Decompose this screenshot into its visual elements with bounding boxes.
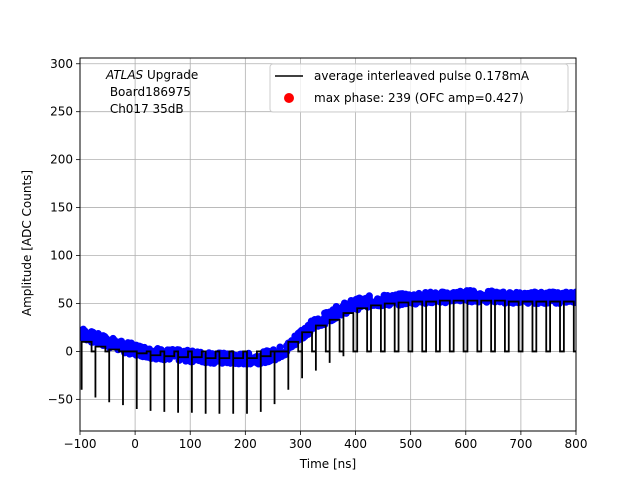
board-label: Board186975 xyxy=(106,85,191,99)
y-tick-label: 150 xyxy=(50,201,73,215)
y-tick-label: 50 xyxy=(58,296,73,310)
y-tick-label: −50 xyxy=(48,392,73,406)
legend-box xyxy=(269,63,569,113)
legend: average interleaved pulse 0.178mA max ph… xyxy=(269,63,569,113)
annotation-line-1: ATLAS Upgrade xyxy=(105,68,198,82)
x-tick-label: 400 xyxy=(344,437,367,451)
channel-label: Ch017 35dB xyxy=(106,102,184,116)
y-axis-label: Amplitude [ADC Counts] xyxy=(20,170,34,316)
scatter-point xyxy=(365,292,373,300)
atlas-label: ATLAS xyxy=(105,68,144,82)
axes-frame xyxy=(79,57,577,432)
annotation: ATLAS Upgrade Board186975 Ch017 35dB xyxy=(105,68,198,116)
x-tick-label: 200 xyxy=(234,437,257,451)
y-ticks: −50 0 50 100 150 200 250 300 xyxy=(48,57,80,406)
x-tick-label: 700 xyxy=(509,437,532,451)
y-tick-label: 300 xyxy=(50,57,73,71)
upgrade-label: Upgrade xyxy=(143,68,198,82)
y-tick-label: 0 xyxy=(65,344,73,358)
x-tick-label: 600 xyxy=(454,437,477,451)
x-tick-label: −100 xyxy=(64,437,97,451)
x-tick-label: 100 xyxy=(179,437,202,451)
legend-entry-dot: max phase: 239 (OFC amp=0.427) xyxy=(314,91,524,105)
y-tick-label: 200 xyxy=(50,153,73,167)
scatter-point xyxy=(276,343,284,351)
x-axis-label: Time [ns] xyxy=(299,457,356,471)
y-tick-label: 250 xyxy=(50,105,73,119)
y-tick-label: 100 xyxy=(50,249,73,263)
x-ticks: −100 0 100 200 300 400 500 600 700 800 xyxy=(64,431,588,451)
x-tick-label: 500 xyxy=(399,437,422,451)
x-tick-label: 800 xyxy=(565,437,588,451)
legend-entry-line: average interleaved pulse 0.178mA xyxy=(314,69,530,83)
x-tick-label: 300 xyxy=(289,437,312,451)
x-tick-label: 0 xyxy=(131,437,139,451)
legend-dot-marker xyxy=(284,93,294,103)
pulse-line xyxy=(80,299,576,414)
line-series xyxy=(80,299,576,414)
scatter-point xyxy=(572,289,576,297)
